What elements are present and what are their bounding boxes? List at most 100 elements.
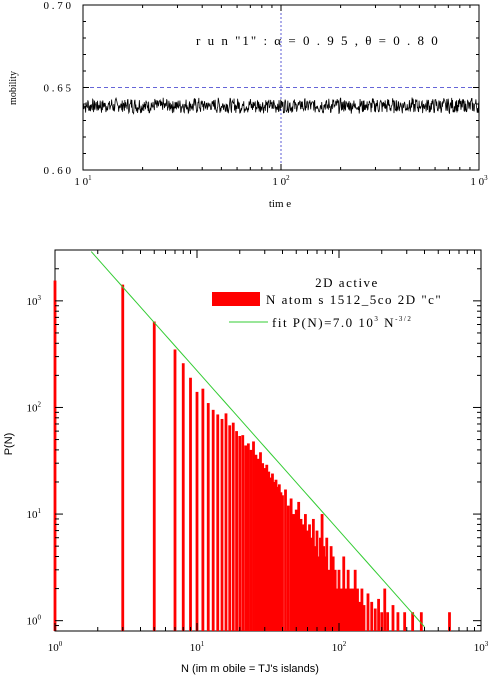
bar <box>189 377 192 631</box>
bar <box>294 509 298 631</box>
bar <box>380 612 384 631</box>
mobility-x-label: tim e <box>269 198 291 210</box>
bar <box>313 546 317 631</box>
bar <box>396 612 400 631</box>
mobility-ticks: 1 01 1 02 1 03 0 . 6 0 0 . 6 5 0 . 7 0 <box>44 0 489 188</box>
bar <box>319 537 322 631</box>
legend-label-bars: N atom s 1512_5co 2D "c" <box>266 292 442 307</box>
distribution-x-tick-label: 101 <box>190 640 205 654</box>
bar <box>181 363 185 631</box>
bar <box>411 612 415 631</box>
legend-fit-exp: 3 <box>374 315 379 323</box>
legend-title: 2D active <box>315 275 379 290</box>
bar <box>249 449 253 631</box>
mobility-y-tick-label: 0 . 6 0 <box>44 165 72 177</box>
bar <box>322 546 326 631</box>
bar <box>224 413 228 631</box>
bar <box>254 454 258 631</box>
bar <box>329 546 333 631</box>
bar <box>265 464 269 631</box>
bar <box>246 443 250 631</box>
bar <box>259 452 262 631</box>
bar <box>276 486 280 631</box>
bar <box>299 518 303 631</box>
bar <box>391 605 395 631</box>
mobility-series-line <box>82 96 480 115</box>
legend-swatch-bars <box>212 292 260 306</box>
bar <box>377 598 380 631</box>
distribution-x-tick-label: 102 <box>332 640 347 654</box>
bar <box>292 514 296 631</box>
bar <box>340 588 343 631</box>
bar <box>386 612 390 631</box>
distribution-x-tick-label: 103 <box>474 640 489 654</box>
bar <box>121 284 125 631</box>
bar <box>419 612 423 631</box>
distribution-x-label: N (im m obile = TJ's islands) <box>181 663 319 675</box>
legend-fit-text: fit P(N)=7.0 10 <box>272 315 374 330</box>
bar <box>201 388 205 631</box>
bar <box>244 445 248 631</box>
bar <box>360 588 364 631</box>
bar <box>351 588 355 631</box>
legend: 2D active N atom s 1512_5co 2D "c" fit P… <box>212 275 442 330</box>
bar <box>356 588 359 631</box>
bar <box>333 569 337 631</box>
bar <box>261 463 265 631</box>
bar <box>286 505 290 631</box>
bar <box>206 403 210 631</box>
bar <box>195 391 199 631</box>
bar <box>320 514 324 631</box>
bar <box>353 569 357 631</box>
bar <box>304 514 307 631</box>
distribution-bars <box>53 280 451 631</box>
bar <box>231 422 235 631</box>
bar <box>256 458 260 631</box>
mobility-x-tick-label: 1 02 <box>272 174 290 188</box>
bar <box>362 605 366 631</box>
bar <box>241 435 245 631</box>
bar <box>373 608 377 631</box>
bar <box>301 524 305 631</box>
legend-fit-exp2: -3/2 <box>395 315 412 323</box>
bar <box>277 484 281 631</box>
bar <box>366 593 370 631</box>
bar <box>337 569 341 631</box>
bar <box>173 349 177 631</box>
bar <box>311 518 315 631</box>
distribution-ticks: 100 101 102 103 100 101 102 103 <box>27 249 489 654</box>
bar <box>308 524 311 631</box>
bar <box>335 588 339 631</box>
bar <box>297 501 301 631</box>
bar <box>272 481 276 631</box>
bar <box>346 569 350 631</box>
bar <box>211 409 215 631</box>
distribution-y-label: P(N) <box>3 433 15 456</box>
mobility-annotation: r u n "1" : α = 0 . 9 5 , θ = 0 . 8 0 <box>196 33 440 48</box>
bar <box>448 612 451 631</box>
bar <box>269 477 273 631</box>
bar <box>220 418 224 631</box>
bar <box>228 425 232 631</box>
distribution-y-tick-label: 103 <box>27 294 42 308</box>
bar <box>284 489 287 631</box>
distribution-y-tick-label: 101 <box>27 507 42 521</box>
bar <box>216 414 220 631</box>
bar <box>358 601 362 631</box>
bar <box>306 530 309 631</box>
bar <box>152 321 156 631</box>
mobility-x-tick-label: 1 01 <box>74 174 92 188</box>
bar <box>325 537 329 631</box>
distribution-x-tick-label: 100 <box>48 640 63 654</box>
bar <box>331 556 335 631</box>
bar <box>323 556 327 631</box>
legend-label-fit: fit P(N)=7.0 103 N-3/2 <box>272 315 412 330</box>
mobility-y-tick-label: 0 . 6 5 <box>44 83 72 95</box>
distribution-chart: 100 101 102 103 100 101 102 103 2D active N ato… <box>3 249 489 675</box>
mobility-reference-lines <box>83 5 479 170</box>
legend-fit-mid: N <box>379 315 395 330</box>
bar <box>342 556 346 631</box>
distribution-y-tick-label: 100 <box>27 614 42 628</box>
bar <box>235 431 238 631</box>
bar <box>327 569 331 631</box>
